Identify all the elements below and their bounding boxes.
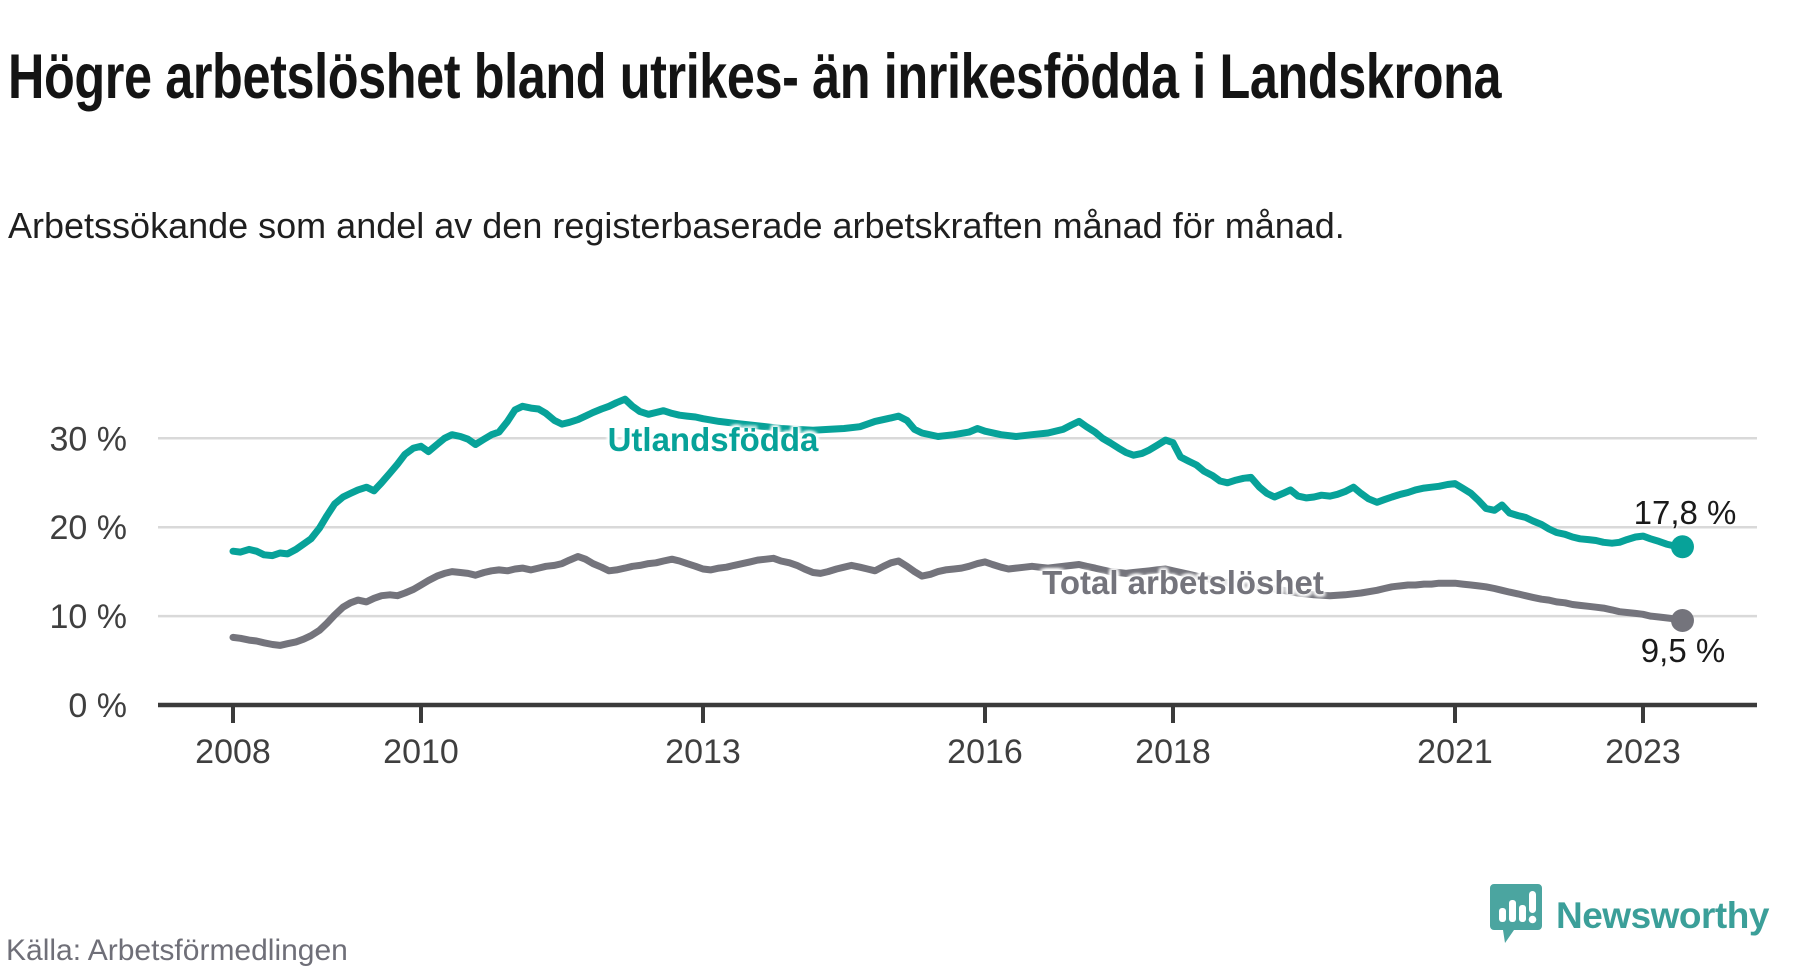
svg-text:2013: 2013 xyxy=(665,733,741,771)
series-label-total-arbetsloshet: Total arbetslöshet xyxy=(1042,564,1324,601)
svg-text:2016: 2016 xyxy=(947,733,1023,771)
svg-text:10 %: 10 % xyxy=(50,598,128,636)
brand-name: Newsworthy xyxy=(1556,895,1769,936)
chart-subtitle: Arbetssökande som andel av den registerb… xyxy=(8,205,1345,246)
line-chart: 0 % 10 % 20 % 30 % 2008 2010 2013 2016 2018 2021 2… xyxy=(50,395,1757,771)
svg-text:2018: 2018 xyxy=(1135,733,1211,771)
newsworthy-logo: Newsworthy xyxy=(1490,882,1800,951)
end-value-label-total: 9,5 % xyxy=(1640,632,1726,669)
svg-text:2023: 2023 xyxy=(1605,733,1681,771)
bar-chart-speech-bubble-icon xyxy=(1490,882,1542,951)
svg-text:2008: 2008 xyxy=(195,733,271,771)
svg-text:20 %: 20 % xyxy=(50,509,128,547)
series-label-utlandsfodda: Utlandsfödda xyxy=(607,421,819,458)
svg-text:2021: 2021 xyxy=(1417,733,1493,771)
end-value-label-utlandsfodda: 17,8 % xyxy=(1633,494,1737,531)
svg-text:0 %: 0 % xyxy=(68,687,127,725)
page-title: Högre arbetslöshet bland utrikes- än inr… xyxy=(8,42,1502,113)
svg-text:2010: 2010 xyxy=(383,733,459,771)
source-note: Källa: Arbetsförmedlingen xyxy=(6,934,348,967)
svg-text:30 %: 30 % xyxy=(50,420,128,458)
